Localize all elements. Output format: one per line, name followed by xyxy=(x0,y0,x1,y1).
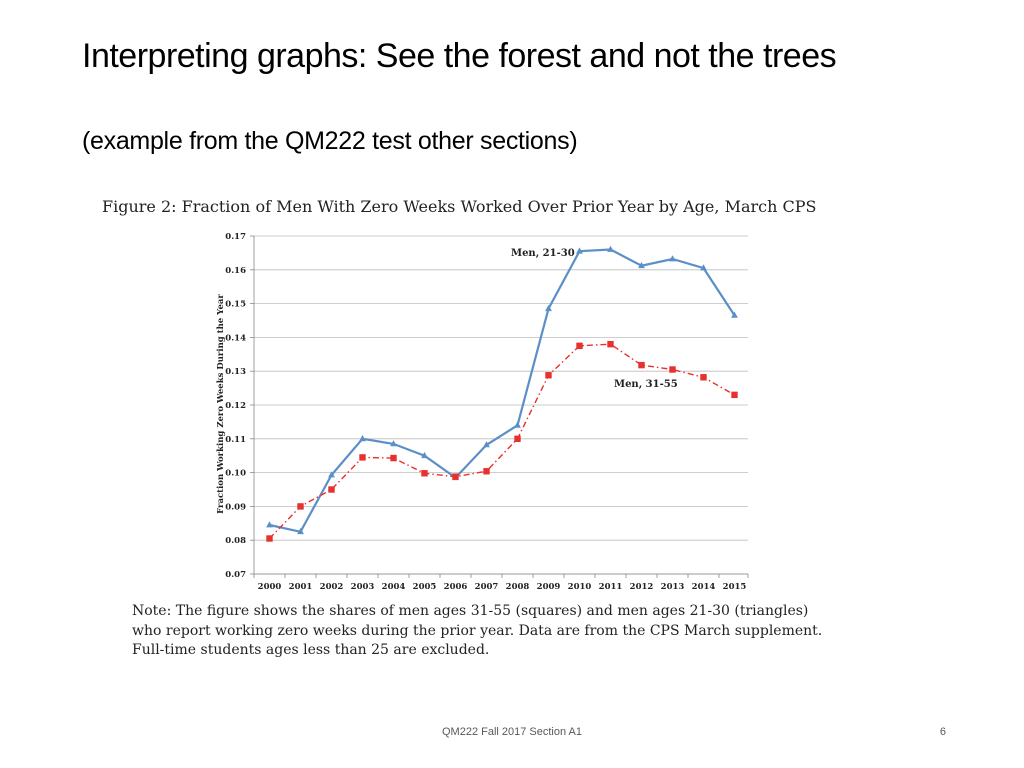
note-line-1: Note: The figure shows the shares of men… xyxy=(132,603,809,619)
point-1-2006 xyxy=(452,473,459,480)
point-0-2007 xyxy=(483,441,490,448)
note-line-3: Full-time students ages less than 25 are… xyxy=(132,642,490,658)
series xyxy=(266,245,738,542)
point-1-2012 xyxy=(638,361,645,369)
y-tick-label-2: 0.09 xyxy=(225,502,246,512)
x-tick-label-2015: 2015 xyxy=(723,582,747,592)
x-tick-label-2003: 2003 xyxy=(351,582,375,592)
line-chart: 0.07 0.08 0.09 0.10 0.11 0.12 0.13 0.14 0.15 0.16… xyxy=(216,232,749,592)
point-0-2008 xyxy=(514,421,521,428)
y-tick-label-0: 0.07 xyxy=(225,570,246,580)
point-0-2015 xyxy=(731,311,738,318)
point-1-2014 xyxy=(700,374,707,381)
y-tick-label-7: 0.14 xyxy=(225,333,246,343)
y-tick-label-4: 0.11 xyxy=(225,435,246,445)
x-tick-label-2004: 2004 xyxy=(382,582,406,592)
point-0-2013 xyxy=(669,255,676,262)
point-0-2003 xyxy=(359,435,366,442)
x-tick-label-2013: 2013 xyxy=(661,582,685,592)
point-1-2000 xyxy=(266,535,273,542)
point-1-2009 xyxy=(545,372,552,379)
axes xyxy=(250,235,749,578)
x-tick-label-2000: 2000 xyxy=(258,582,282,592)
x-tick-labels: 2000 2001 2002 2003 2004 2005 2006 2007 2008 2009… xyxy=(258,582,747,592)
point-1-2013 xyxy=(669,366,676,373)
x-tick-label-2010: 2010 xyxy=(568,582,592,592)
series-label-men-31-55: Men, 31-55 xyxy=(614,379,678,390)
point-1-2011 xyxy=(607,340,614,348)
series-label-men-21-30: Men, 21-30 xyxy=(511,248,575,259)
y-tick-labels: 0.07 0.08 0.09 0.10 0.11 0.12 0.13 0.14 0.15 0.16… xyxy=(225,232,246,580)
x-tick-label-2005: 2005 xyxy=(413,582,437,592)
x-tick-label-2006: 2006 xyxy=(444,582,468,592)
series-line-1 xyxy=(268,343,735,539)
y-tick-label-10: 0.17 xyxy=(225,232,246,242)
y-tick-label-1: 0.08 xyxy=(225,536,246,546)
slide-title: Interpreting graphs: See the forest and … xyxy=(82,37,837,75)
point-1-2001 xyxy=(297,503,304,510)
point-1-2004 xyxy=(390,454,397,462)
x-tick-label-2007: 2007 xyxy=(475,582,499,592)
point-0-2011 xyxy=(607,245,614,252)
x-tick-label-2011: 2011 xyxy=(599,582,623,592)
slide-subtitle: (example from the QM222 test other secti… xyxy=(82,127,578,155)
x-tick-label-2014: 2014 xyxy=(692,582,716,592)
point-1-2010 xyxy=(576,342,583,350)
figure-note: Note: The figure shows the shares of men… xyxy=(132,602,872,661)
point-1-2008 xyxy=(514,435,521,442)
point-0-2012 xyxy=(638,261,645,269)
x-tick-label-2002: 2002 xyxy=(320,582,344,592)
x-tick-label-2009: 2009 xyxy=(537,582,561,592)
x-tick-label-2001: 2001 xyxy=(289,582,313,592)
point-0-2009 xyxy=(545,304,552,312)
x-tick-label-2008: 2008 xyxy=(506,582,530,592)
y-axis-label: Fraction Working Zero Weeks During the Y… xyxy=(216,294,226,514)
footer-text: QM222 Fall 2017 Section A1 xyxy=(441,726,583,738)
figure-caption: Figure 2: Fraction of Men With Zero Week… xyxy=(102,197,817,216)
y-tick-label-6: 0.13 xyxy=(225,367,246,377)
point-1-2002 xyxy=(328,486,335,493)
series-line-0 xyxy=(269,248,736,534)
y-tick-label-9: 0.16 xyxy=(225,266,246,276)
point-0-2010 xyxy=(576,247,583,254)
page-number: 6 xyxy=(939,726,946,738)
y-tick-label-5: 0.12 xyxy=(225,401,246,411)
grid-lines xyxy=(254,235,748,575)
point-0-2004 xyxy=(390,440,397,447)
point-0-2000 xyxy=(266,521,273,528)
note-line-2: who report working zero weeks during the… xyxy=(132,622,823,639)
point-0-2002 xyxy=(328,471,335,478)
point-1-2003 xyxy=(359,454,366,461)
point-1-2007 xyxy=(483,468,490,475)
point-0-2014 xyxy=(700,264,707,271)
y-tick-label-3: 0.10 xyxy=(225,469,246,479)
point-1-2015 xyxy=(731,391,738,399)
point-1-2005 xyxy=(421,470,428,477)
point-0-2001 xyxy=(297,527,304,535)
x-tick-label-2012: 2012 xyxy=(630,582,654,592)
point-0-2005 xyxy=(421,451,428,459)
y-tick-label-8: 0.15 xyxy=(225,300,246,310)
